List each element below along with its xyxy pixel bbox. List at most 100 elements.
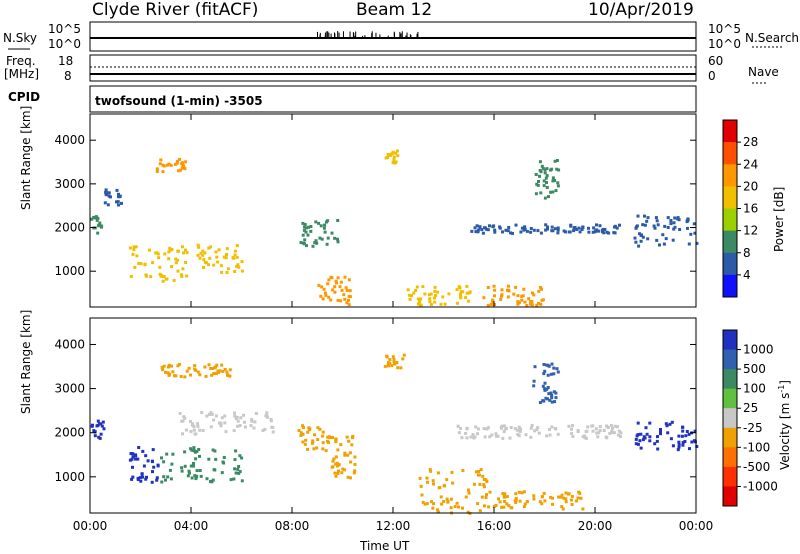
heatmap-cell [618,430,621,433]
heatmap-cell [487,505,490,508]
heatmap-cell [547,195,550,198]
heatmap-cell [102,421,105,424]
heatmap-cell [464,432,467,435]
heatmap-cell [226,374,229,377]
heatmap-cell [571,424,574,427]
heatmap-cell [221,416,224,419]
heatmap-cell [190,430,193,433]
heatmap-cell [176,364,179,367]
heatmap-cell [181,161,184,164]
heatmap-cell [514,492,517,495]
nsky-spikes [318,31,418,38]
heatmap-cell [516,433,519,436]
heatmap-cell [586,425,589,428]
heatmap-cell [644,224,647,227]
heatmap-cell [501,288,504,291]
heatmap-cell [236,468,239,471]
heatmap-cell [553,179,556,182]
heatmap-cell [470,230,473,233]
heatmap-cell [483,485,486,488]
heatmap-cell [401,357,404,360]
heatmap-cell [428,300,431,303]
heatmap-cell [554,392,557,395]
heatmap-cell [416,286,419,289]
heatmap-cell [301,424,304,427]
heatmap-cell [523,490,526,493]
heatmap-cell [666,431,669,434]
heatmap-cell [503,424,506,427]
heatmap-cell [303,226,306,229]
heatmap-cell [214,458,217,461]
heatmap-cell [232,478,235,481]
heatmap-cell [183,375,186,378]
heatmap-cell [599,425,602,428]
heatmap-cell [563,230,566,233]
heatmap-cell [647,216,650,219]
y-tick-label: 1000 [54,470,85,484]
heatmap-cell [307,226,310,229]
heatmap-cell [190,465,193,468]
heatmap-cell [159,158,162,161]
heatmap-cell [535,173,538,176]
heatmap-cell [117,204,120,207]
heatmap-cell [215,414,218,417]
heatmap-cell [226,271,229,274]
heatmap-cell [578,227,581,230]
heatmap-cell [191,477,194,480]
heatmap-cell [473,483,476,486]
heatmap-cell [198,373,201,376]
heatmap-cell [574,226,577,229]
heatmap-cell [179,412,182,415]
heatmap-cell [565,492,568,495]
heatmap-cell [336,238,339,241]
heatmap-cell [136,458,139,461]
colorbar-swatch [723,231,737,254]
heatmap-cell [481,496,484,499]
y-tick-label: 3000 [54,177,85,191]
heatmap-cell [164,371,167,374]
heatmap-cell [343,452,346,455]
heatmap-cell [432,483,435,486]
heatmap-cell [349,289,352,292]
heatmap-cell [487,426,490,429]
heatmap-cell [213,450,216,453]
heatmap-cell [399,366,402,369]
heatmap-cell [540,502,543,505]
colorbar-tick-label: 8 [743,246,751,260]
heatmap-cell [387,153,390,156]
colorbar-swatch [723,120,737,143]
heatmap-cell [137,477,140,480]
heatmap-cell [466,436,469,439]
heatmap-cell [336,448,339,451]
heatmap-cell [490,434,493,437]
power-yticks: 4000300020001000 [54,133,696,278]
heatmap-cell [392,151,395,154]
heatmap-cell [186,370,189,373]
heatmap-cell [156,167,159,170]
heatmap-cell [234,250,237,253]
x-axis-ticks: 00:00 04:00 08:00 12:00 16:00 20:00 00:00 [73,114,714,533]
heatmap-cell [221,471,224,474]
heatmap-cell [219,422,222,425]
heatmap-cell [166,278,169,281]
heatmap-cell [109,195,112,198]
heatmap-cell [523,505,526,508]
heatmap-cell [663,225,666,228]
heatmap-cell [545,181,548,184]
heatmap-cell [479,509,482,512]
heatmap-cell [318,237,321,240]
heatmap-cell [237,472,240,475]
heatmap-cell [611,427,614,430]
heatmap-cell [97,420,100,423]
heatmap-cell [518,426,521,429]
heatmap-cell [117,200,120,203]
heatmap-cell [210,411,213,414]
heatmap-cell [354,463,357,466]
heatmap-cell [581,508,584,511]
heatmap-cell [672,444,675,447]
heatmap-cell [166,475,169,478]
y-tick-label: 2000 [54,426,85,440]
heatmap-cell [335,475,338,478]
heatmap-cell [497,497,500,500]
colorbar-tick-label: 20 [743,179,758,193]
